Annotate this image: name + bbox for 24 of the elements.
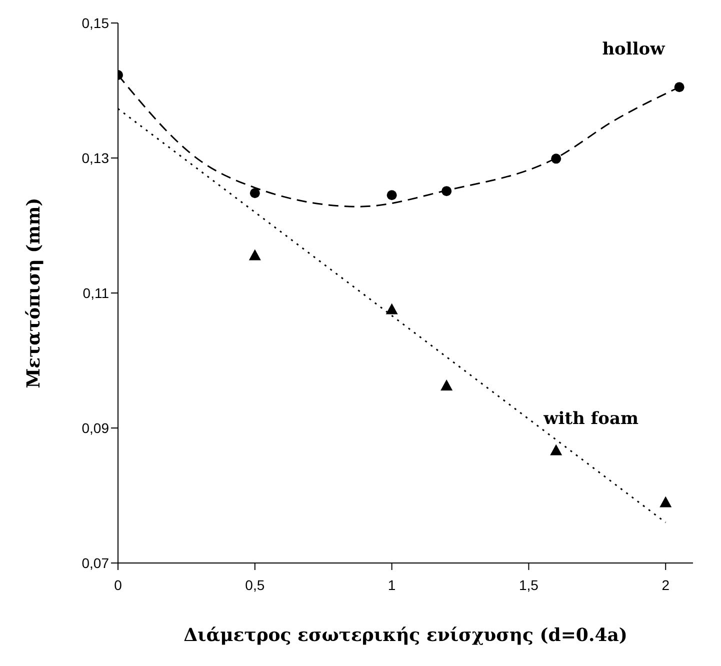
point: [660, 496, 672, 508]
x-tick-label: 2: [662, 576, 670, 593]
point: [674, 82, 684, 92]
x-axis-title: Διάμετρος εσωτερικής ενίσχυσης (d=0.4a): [184, 625, 628, 646]
y-tick-label: 0,15: [82, 14, 110, 31]
x-tick-label: 1,5: [518, 576, 539, 593]
y-tick-label: 0,13: [82, 150, 110, 166]
point: [250, 188, 260, 198]
x-tick-label: 1: [388, 576, 396, 593]
series-label: hollow: [602, 40, 666, 60]
y-axis-title: Μετατόπιση (mm): [23, 198, 44, 388]
y-tick-label: 0,07: [82, 554, 110, 571]
point: [550, 444, 562, 456]
y-tick-label: 0,09: [82, 420, 110, 436]
point: [386, 303, 398, 314]
x-tick-label: 0: [114, 576, 122, 593]
series-label: with foam: [542, 408, 638, 429]
point: [442, 186, 452, 196]
y-tick-label: 0,11: [82, 284, 110, 301]
point: [386, 190, 397, 200]
x-tick-label: 0,5: [245, 576, 265, 593]
point: [551, 154, 562, 164]
point: [248, 249, 261, 260]
point: [440, 379, 453, 390]
